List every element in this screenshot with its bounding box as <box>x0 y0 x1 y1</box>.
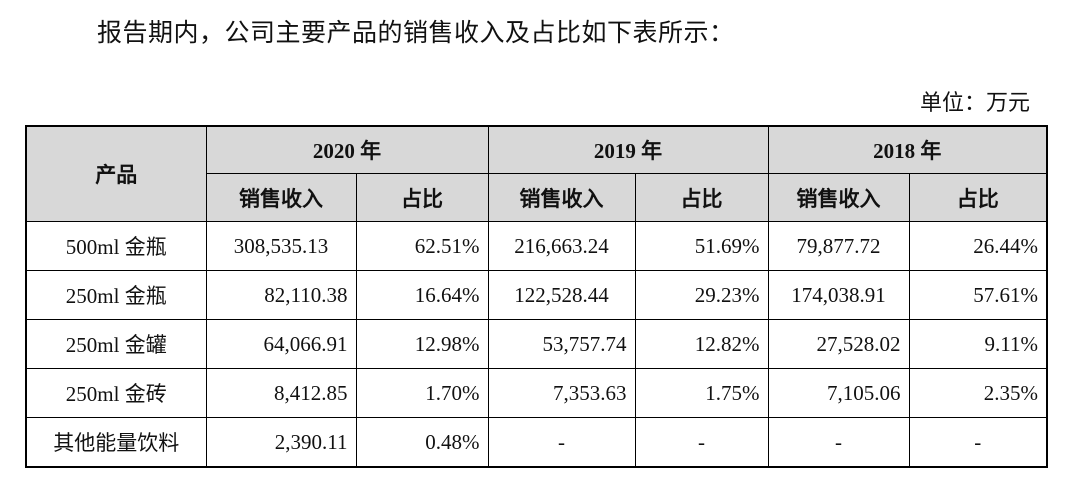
header-revenue-2020: 销售收入 <box>205 173 357 222</box>
share-cell: 9.11% <box>908 319 1048 369</box>
revenue-cell: 2,390.11 <box>205 417 357 468</box>
header-year-2020: 2020 年 <box>205 125 489 174</box>
header-revenue-2019: 销售收入 <box>487 173 636 222</box>
revenue-cell: - <box>487 417 636 468</box>
product-cell: 500ml 金瓶 <box>25 221 207 271</box>
table-row: 250ml 金瓶 82,110.38 16.64% 122,528.44 29.… <box>25 270 1048 320</box>
product-cell: 其他能量饮料 <box>25 417 207 468</box>
share-cell: 1.70% <box>355 368 489 418</box>
table-row: 250ml 金罐 64,066.91 12.98% 53,757.74 12.8… <box>25 319 1048 369</box>
share-cell: - <box>634 417 769 468</box>
share-cell: - <box>908 417 1048 468</box>
share-cell: 26.44% <box>908 221 1048 271</box>
revenue-cell: 79,877.72 <box>767 221 910 271</box>
revenue-cell: 122,528.44 <box>487 270 636 320</box>
unit-label: 单位：万元 <box>919 90 1030 115</box>
header-product: 产品 <box>25 125 207 222</box>
intro-paragraph: 报告期内，公司主要产品的销售收入及占比如下表所示： <box>97 20 735 47</box>
product-cell: 250ml 金砖 <box>25 368 207 418</box>
header-share-2018: 占比 <box>908 173 1048 222</box>
revenue-cell: 82,110.38 <box>205 270 357 320</box>
header-row-metrics: 销售收入 占比 销售收入 占比 销售收入 占比 <box>26 173 1048 222</box>
share-cell: 29.23% <box>634 270 769 320</box>
revenue-cell: - <box>767 417 910 468</box>
product-cell: 250ml 金瓶 <box>25 270 207 320</box>
share-cell: 12.82% <box>634 319 769 369</box>
revenue-cell: 7,105.06 <box>767 368 910 418</box>
share-cell: 1.75% <box>634 368 769 418</box>
revenue-cell: 7,353.63 <box>487 368 636 418</box>
revenue-cell: 216,663.24 <box>487 221 636 271</box>
table-row: 500ml 金瓶 308,535.13 62.51% 216,663.24 51… <box>25 221 1048 271</box>
share-cell: 2.35% <box>908 368 1048 418</box>
share-cell: 62.51% <box>355 221 489 271</box>
header-row-years: 产品 2020 年 2019 年 2018 年 <box>25 125 1048 222</box>
revenue-cell: 53,757.74 <box>487 319 636 369</box>
share-cell: 57.61% <box>908 270 1048 320</box>
header-share-2019: 占比 <box>634 173 769 222</box>
header-revenue-2018: 销售收入 <box>767 173 910 222</box>
header-year-2019: 2019 年 <box>487 125 769 174</box>
table-row: 其他能量饮料 2,390.11 0.48% - - - - <box>25 417 1048 468</box>
header-year-2018: 2018 年 <box>767 125 1048 174</box>
sales-table: 产品 2020 年 2019 年 2018 年 销售收入 占比 销售收入 占比 … <box>25 125 1048 468</box>
revenue-cell: 27,528.02 <box>767 319 910 369</box>
share-cell: 12.98% <box>355 319 489 369</box>
table-row: 250ml 金砖 8,412.85 1.70% 7,353.63 1.75% 7… <box>25 368 1048 418</box>
revenue-cell: 308,535.13 <box>205 221 357 271</box>
product-cell: 250ml 金罐 <box>25 319 207 369</box>
share-cell: 51.69% <box>634 221 769 271</box>
share-cell: 16.64% <box>355 270 489 320</box>
revenue-cell: 64,066.91 <box>205 319 357 369</box>
revenue-cell: 8,412.85 <box>205 368 357 418</box>
share-cell: 0.48% <box>355 417 489 468</box>
revenue-cell: 174,038.91 <box>767 270 910 320</box>
header-share-2020: 占比 <box>355 173 489 222</box>
